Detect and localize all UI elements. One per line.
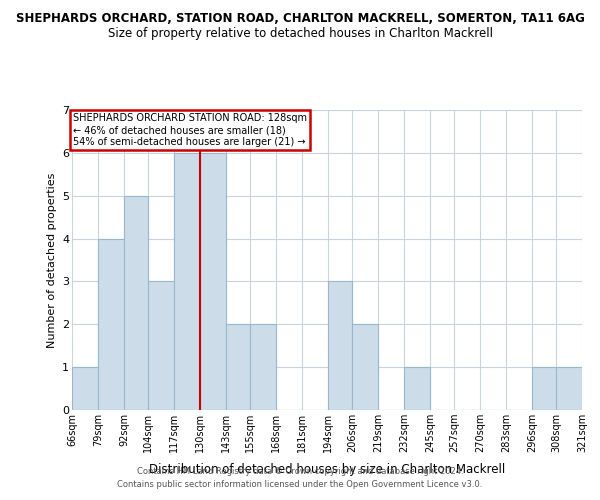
Bar xyxy=(72,367,98,410)
Bar xyxy=(404,367,430,410)
Bar xyxy=(352,324,378,410)
Text: Contains public sector information licensed under the Open Government Licence v3: Contains public sector information licen… xyxy=(118,480,482,489)
Bar xyxy=(148,282,174,410)
Bar xyxy=(200,153,226,410)
Bar xyxy=(226,324,250,410)
Bar xyxy=(174,153,200,410)
Y-axis label: Number of detached properties: Number of detached properties xyxy=(47,172,56,348)
Text: Size of property relative to detached houses in Charlton Mackrell: Size of property relative to detached ho… xyxy=(107,28,493,40)
Bar xyxy=(328,282,352,410)
Text: Contains HM Land Registry data © Crown copyright and database right 2024.: Contains HM Land Registry data © Crown c… xyxy=(137,467,463,476)
Text: SHEPHARDS ORCHARD STATION ROAD: 128sqm
← 46% of detached houses are smaller (18): SHEPHARDS ORCHARD STATION ROAD: 128sqm ←… xyxy=(73,114,307,146)
X-axis label: Distribution of detached houses by size in Charlton Mackrell: Distribution of detached houses by size … xyxy=(149,464,505,476)
Bar xyxy=(250,324,276,410)
Text: SHEPHARDS ORCHARD, STATION ROAD, CHARLTON MACKRELL, SOMERTON, TA11 6AG: SHEPHARDS ORCHARD, STATION ROAD, CHARLTO… xyxy=(16,12,584,26)
Bar xyxy=(124,196,148,410)
Bar xyxy=(98,238,124,410)
Bar xyxy=(532,367,556,410)
Bar xyxy=(556,367,582,410)
